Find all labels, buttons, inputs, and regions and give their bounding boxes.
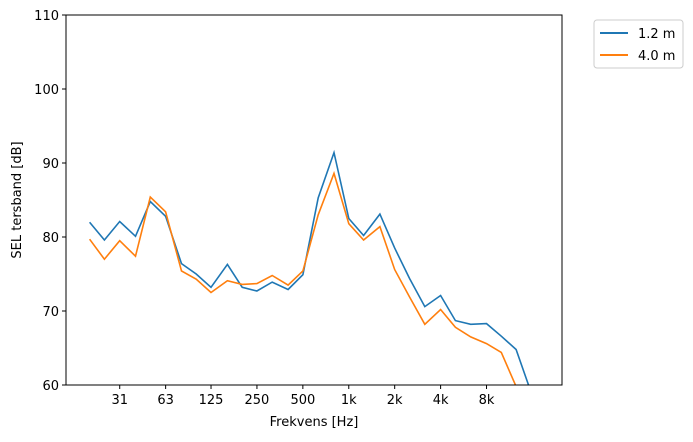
plot-frame <box>65 14 563 386</box>
x-tick-label: 125 <box>199 393 224 408</box>
x-tick-label: 500 <box>290 393 315 408</box>
x-tick-label: 63 <box>157 393 174 408</box>
y-tick-label: 80 <box>42 231 59 246</box>
series-line-2 <box>88 170 517 385</box>
y-tick-label: 70 <box>42 305 59 320</box>
y-tick-label: 60 <box>42 379 59 394</box>
x-tick-label: 8k <box>479 393 495 408</box>
x-tick-label: 2k <box>387 393 403 408</box>
y-tick-label: 90 <box>42 157 59 172</box>
legend-label-2: 4.0 m <box>638 49 675 64</box>
x-tick-label: 31 <box>111 393 128 408</box>
legend: 1.2 m 4.0 m <box>593 19 684 69</box>
y-axis-label: SEL tersband [dB] <box>10 141 25 258</box>
legend-label-1: 1.2 m <box>638 27 675 42</box>
x-tick-label: 1k <box>341 393 357 408</box>
y-tick-label: 100 <box>34 83 59 98</box>
x-tick-label: 4k <box>433 393 449 408</box>
x-axis-label: Frekvens [Hz] <box>270 415 359 430</box>
y-tick-label: 110 <box>34 9 59 24</box>
series-line-1 <box>88 149 530 385</box>
x-tick-label: 250 <box>245 393 270 408</box>
